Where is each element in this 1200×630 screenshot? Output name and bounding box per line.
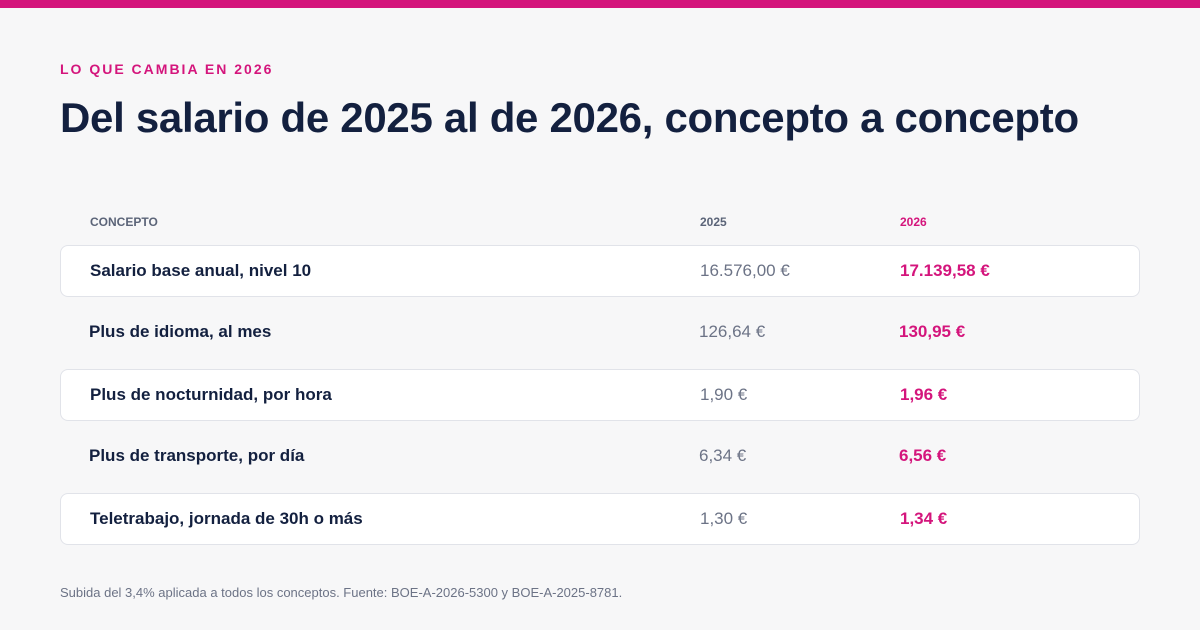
page-title: Del salario de 2025 al de 2026, concepto… — [60, 94, 1079, 141]
cell-concept: Salario base anual, nivel 10 — [90, 261, 312, 280]
cell-2025: 6,34 € — [699, 446, 747, 465]
cell-2026: 6,56 € — [899, 446, 947, 465]
cell-2026: 1,96 € — [900, 385, 948, 404]
table-row: Plus de nocturnidad, por hora 1,90 € 1,9… — [60, 369, 1140, 421]
table-row: Plus de transporte, por día 6,34 € 6,56 … — [60, 431, 1140, 483]
cell-2025: 1,30 € — [700, 509, 748, 528]
table-row: Salario base anual, nivel 10 16.576,00 €… — [60, 245, 1140, 297]
table-row: Plus de idioma, al mes 126,64 € 130,95 € — [60, 307, 1140, 359]
cell-concept: Plus de idioma, al mes — [89, 322, 272, 341]
cell-concept: Teletrabajo, jornada de 30h o más — [90, 509, 363, 528]
column-header-2026: 2026 — [900, 215, 927, 229]
column-header-concept: CONCEPTO — [90, 215, 158, 229]
cell-2025: 1,90 € — [700, 385, 748, 404]
table-header: CONCEPTO 2025 2026 — [60, 212, 1140, 234]
table-row: Teletrabajo, jornada de 30h o más 1,30 €… — [60, 493, 1140, 545]
cell-2026: 130,95 € — [899, 322, 966, 341]
cell-concept: Plus de transporte, por día — [89, 446, 305, 465]
cell-2025: 126,64 € — [699, 322, 766, 341]
source-footnote: Subida del 3,4% aplicada a todos los con… — [60, 585, 623, 600]
column-header-2025: 2025 — [700, 215, 727, 229]
top-accent-bar — [0, 0, 1200, 8]
cell-2025: 16.576,00 € — [700, 261, 790, 280]
cell-2026: 1,34 € — [900, 509, 948, 528]
cell-2026: 17.139,58 € — [900, 261, 990, 280]
cell-concept: Plus de nocturnidad, por hora — [90, 385, 332, 404]
eyebrow-label: LO QUE CAMBIA EN 2026 — [60, 61, 274, 77]
